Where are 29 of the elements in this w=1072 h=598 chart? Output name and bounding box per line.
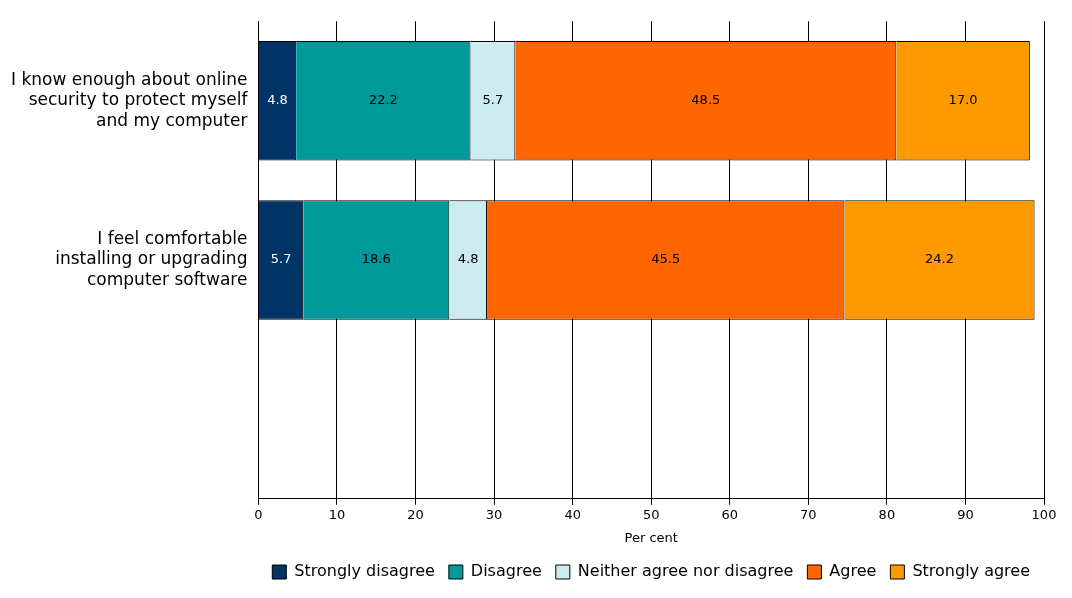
legend-label: Strongly disagree — [294, 561, 435, 581]
x-tick-label: 20 — [407, 506, 424, 522]
legend-label: Strongly agree — [912, 561, 1031, 581]
x-tick-label: 60 — [721, 506, 739, 522]
x-tick-label: 10 — [328, 506, 346, 522]
data-label: 48.5 — [691, 92, 721, 108]
y-tick-label: I feel comfortable installing or upgrading computer software — [55, 228, 248, 289]
y-tick-label: I know enough about online security to protect myself and my computer — [10, 68, 249, 130]
x-tick-label: 0 — [254, 506, 263, 522]
legend-label: Neither agree nor disagree — [577, 561, 794, 581]
data-label: 4.8 — [267, 92, 288, 108]
data-label: 22.2 — [368, 92, 398, 108]
x-tick-label: 70 — [800, 506, 817, 522]
data-label: 5.7 — [270, 251, 292, 267]
data-label: 18.6 — [361, 251, 391, 267]
x-tick-label: 40 — [564, 506, 581, 522]
x-axis-title: Per cent — [624, 529, 678, 545]
data-label: 17.0 — [948, 92, 978, 108]
data-label: 24.2 — [925, 251, 954, 267]
x-tick-label: 90 — [957, 506, 974, 522]
x-tick-label: 80 — [878, 506, 896, 522]
data-label: 4.8 — [457, 251, 479, 267]
data-label: 45.5 — [651, 251, 681, 267]
data-label: 5.7 — [482, 92, 504, 108]
x-tick-label: 100 — [1031, 506, 1057, 522]
legend-label: Disagree — [470, 561, 542, 581]
legend-label: Agree — [829, 561, 877, 581]
x-tick-label: 30 — [485, 506, 503, 522]
x-tick-label: 50 — [642, 506, 660, 522]
